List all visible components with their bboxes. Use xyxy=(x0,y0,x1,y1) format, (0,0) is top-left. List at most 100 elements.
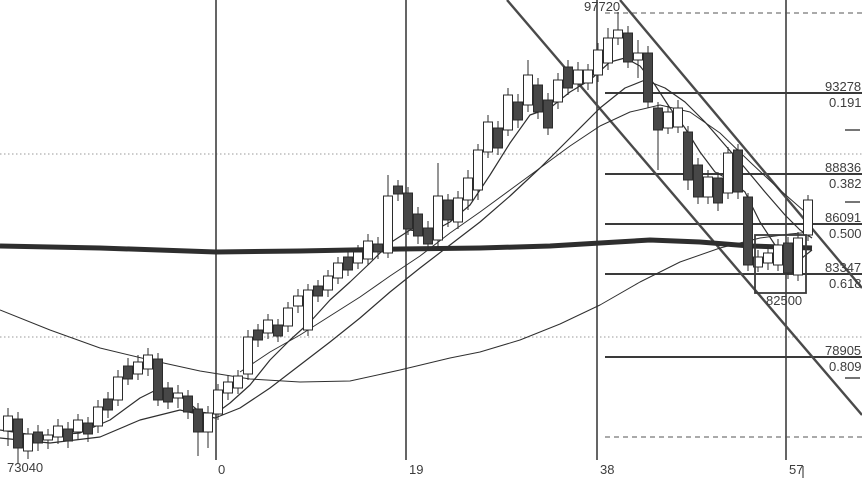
x-axis-label: 19 xyxy=(409,462,424,477)
scale-ticks xyxy=(802,129,860,478)
price-level-label: 88836 xyxy=(825,160,862,175)
candle xyxy=(783,242,793,274)
candle xyxy=(43,434,53,441)
candle xyxy=(383,195,393,254)
candle xyxy=(333,262,343,279)
price-level-label: 0.191 xyxy=(829,95,862,110)
consolidation-box xyxy=(754,234,807,294)
candle xyxy=(723,152,733,194)
price-level-label: 83347 xyxy=(825,260,862,275)
candle xyxy=(573,69,583,85)
candle xyxy=(223,381,233,394)
candle xyxy=(213,389,223,415)
x-axis-label: 38 xyxy=(600,462,615,477)
bottom-left-price-label: 73040 xyxy=(7,460,44,475)
candle xyxy=(253,329,263,341)
candle xyxy=(193,408,203,433)
candle xyxy=(393,185,403,195)
candle xyxy=(773,244,783,266)
candle xyxy=(443,199,453,221)
candle xyxy=(313,285,323,297)
candle xyxy=(433,195,443,241)
candle xyxy=(543,99,553,129)
box-price-label: 82500 xyxy=(766,293,803,308)
candle xyxy=(173,392,183,399)
price-level-label: 0.382 xyxy=(829,176,862,191)
candle xyxy=(103,398,113,411)
candle xyxy=(373,243,383,253)
candle xyxy=(303,289,313,331)
candle xyxy=(413,213,423,237)
x-axis-label: 57 xyxy=(789,462,804,477)
candle xyxy=(93,406,103,427)
candle xyxy=(143,354,153,370)
candle xyxy=(133,361,143,375)
candle xyxy=(603,37,613,64)
candle xyxy=(803,199,813,236)
candle xyxy=(283,307,293,327)
candle xyxy=(243,336,253,375)
candle xyxy=(163,387,173,403)
price-level-label: 0.809 xyxy=(829,359,862,374)
candle xyxy=(713,177,723,204)
candle xyxy=(23,433,33,452)
candle xyxy=(33,431,43,444)
candle xyxy=(563,66,573,89)
candle xyxy=(743,196,753,266)
candle xyxy=(683,131,693,181)
candles-layer xyxy=(3,12,813,464)
candle xyxy=(353,251,363,264)
candle xyxy=(703,176,713,198)
candle xyxy=(473,149,483,191)
candle xyxy=(693,164,703,198)
candle xyxy=(523,74,533,106)
candle xyxy=(623,32,633,63)
candle xyxy=(233,375,243,389)
candle xyxy=(153,358,163,401)
candle xyxy=(583,69,593,84)
candle xyxy=(533,84,543,113)
candle xyxy=(553,79,563,103)
candle xyxy=(83,422,93,435)
candle xyxy=(763,252,773,264)
price-level-label: 93278 xyxy=(825,79,862,94)
candle xyxy=(323,275,333,291)
candle xyxy=(513,101,523,121)
candle xyxy=(403,192,413,230)
candle xyxy=(613,29,623,39)
candle xyxy=(493,127,503,149)
annotations xyxy=(754,234,807,294)
price-level-label: 0.618 xyxy=(829,276,862,291)
x-axis-label: 0 xyxy=(218,462,226,477)
candle xyxy=(633,52,643,61)
candle xyxy=(293,295,303,307)
ma-very-long-thick xyxy=(0,237,813,255)
candle xyxy=(453,197,463,223)
candle xyxy=(183,395,193,413)
candle xyxy=(53,425,63,438)
down-channel-lower xyxy=(619,0,862,289)
candle xyxy=(363,240,373,260)
candle xyxy=(593,49,603,76)
candle xyxy=(3,415,13,432)
candle xyxy=(13,418,23,449)
candle xyxy=(483,121,493,153)
price-level-label: 86091 xyxy=(825,210,862,225)
candle xyxy=(203,412,213,433)
candle xyxy=(793,237,803,276)
candle xyxy=(113,376,123,401)
price-level-label: 78905 xyxy=(825,343,862,358)
peak-price-label: 97720 xyxy=(584,0,621,14)
candle xyxy=(263,319,273,334)
candle xyxy=(423,227,433,245)
candle xyxy=(673,107,683,128)
ma-slow xyxy=(239,104,813,373)
price-level-label: 0.500 xyxy=(829,226,862,241)
candle xyxy=(663,111,673,129)
candle xyxy=(273,324,283,337)
candle xyxy=(343,256,353,271)
candle xyxy=(503,94,513,131)
session-gridlines xyxy=(215,0,787,460)
